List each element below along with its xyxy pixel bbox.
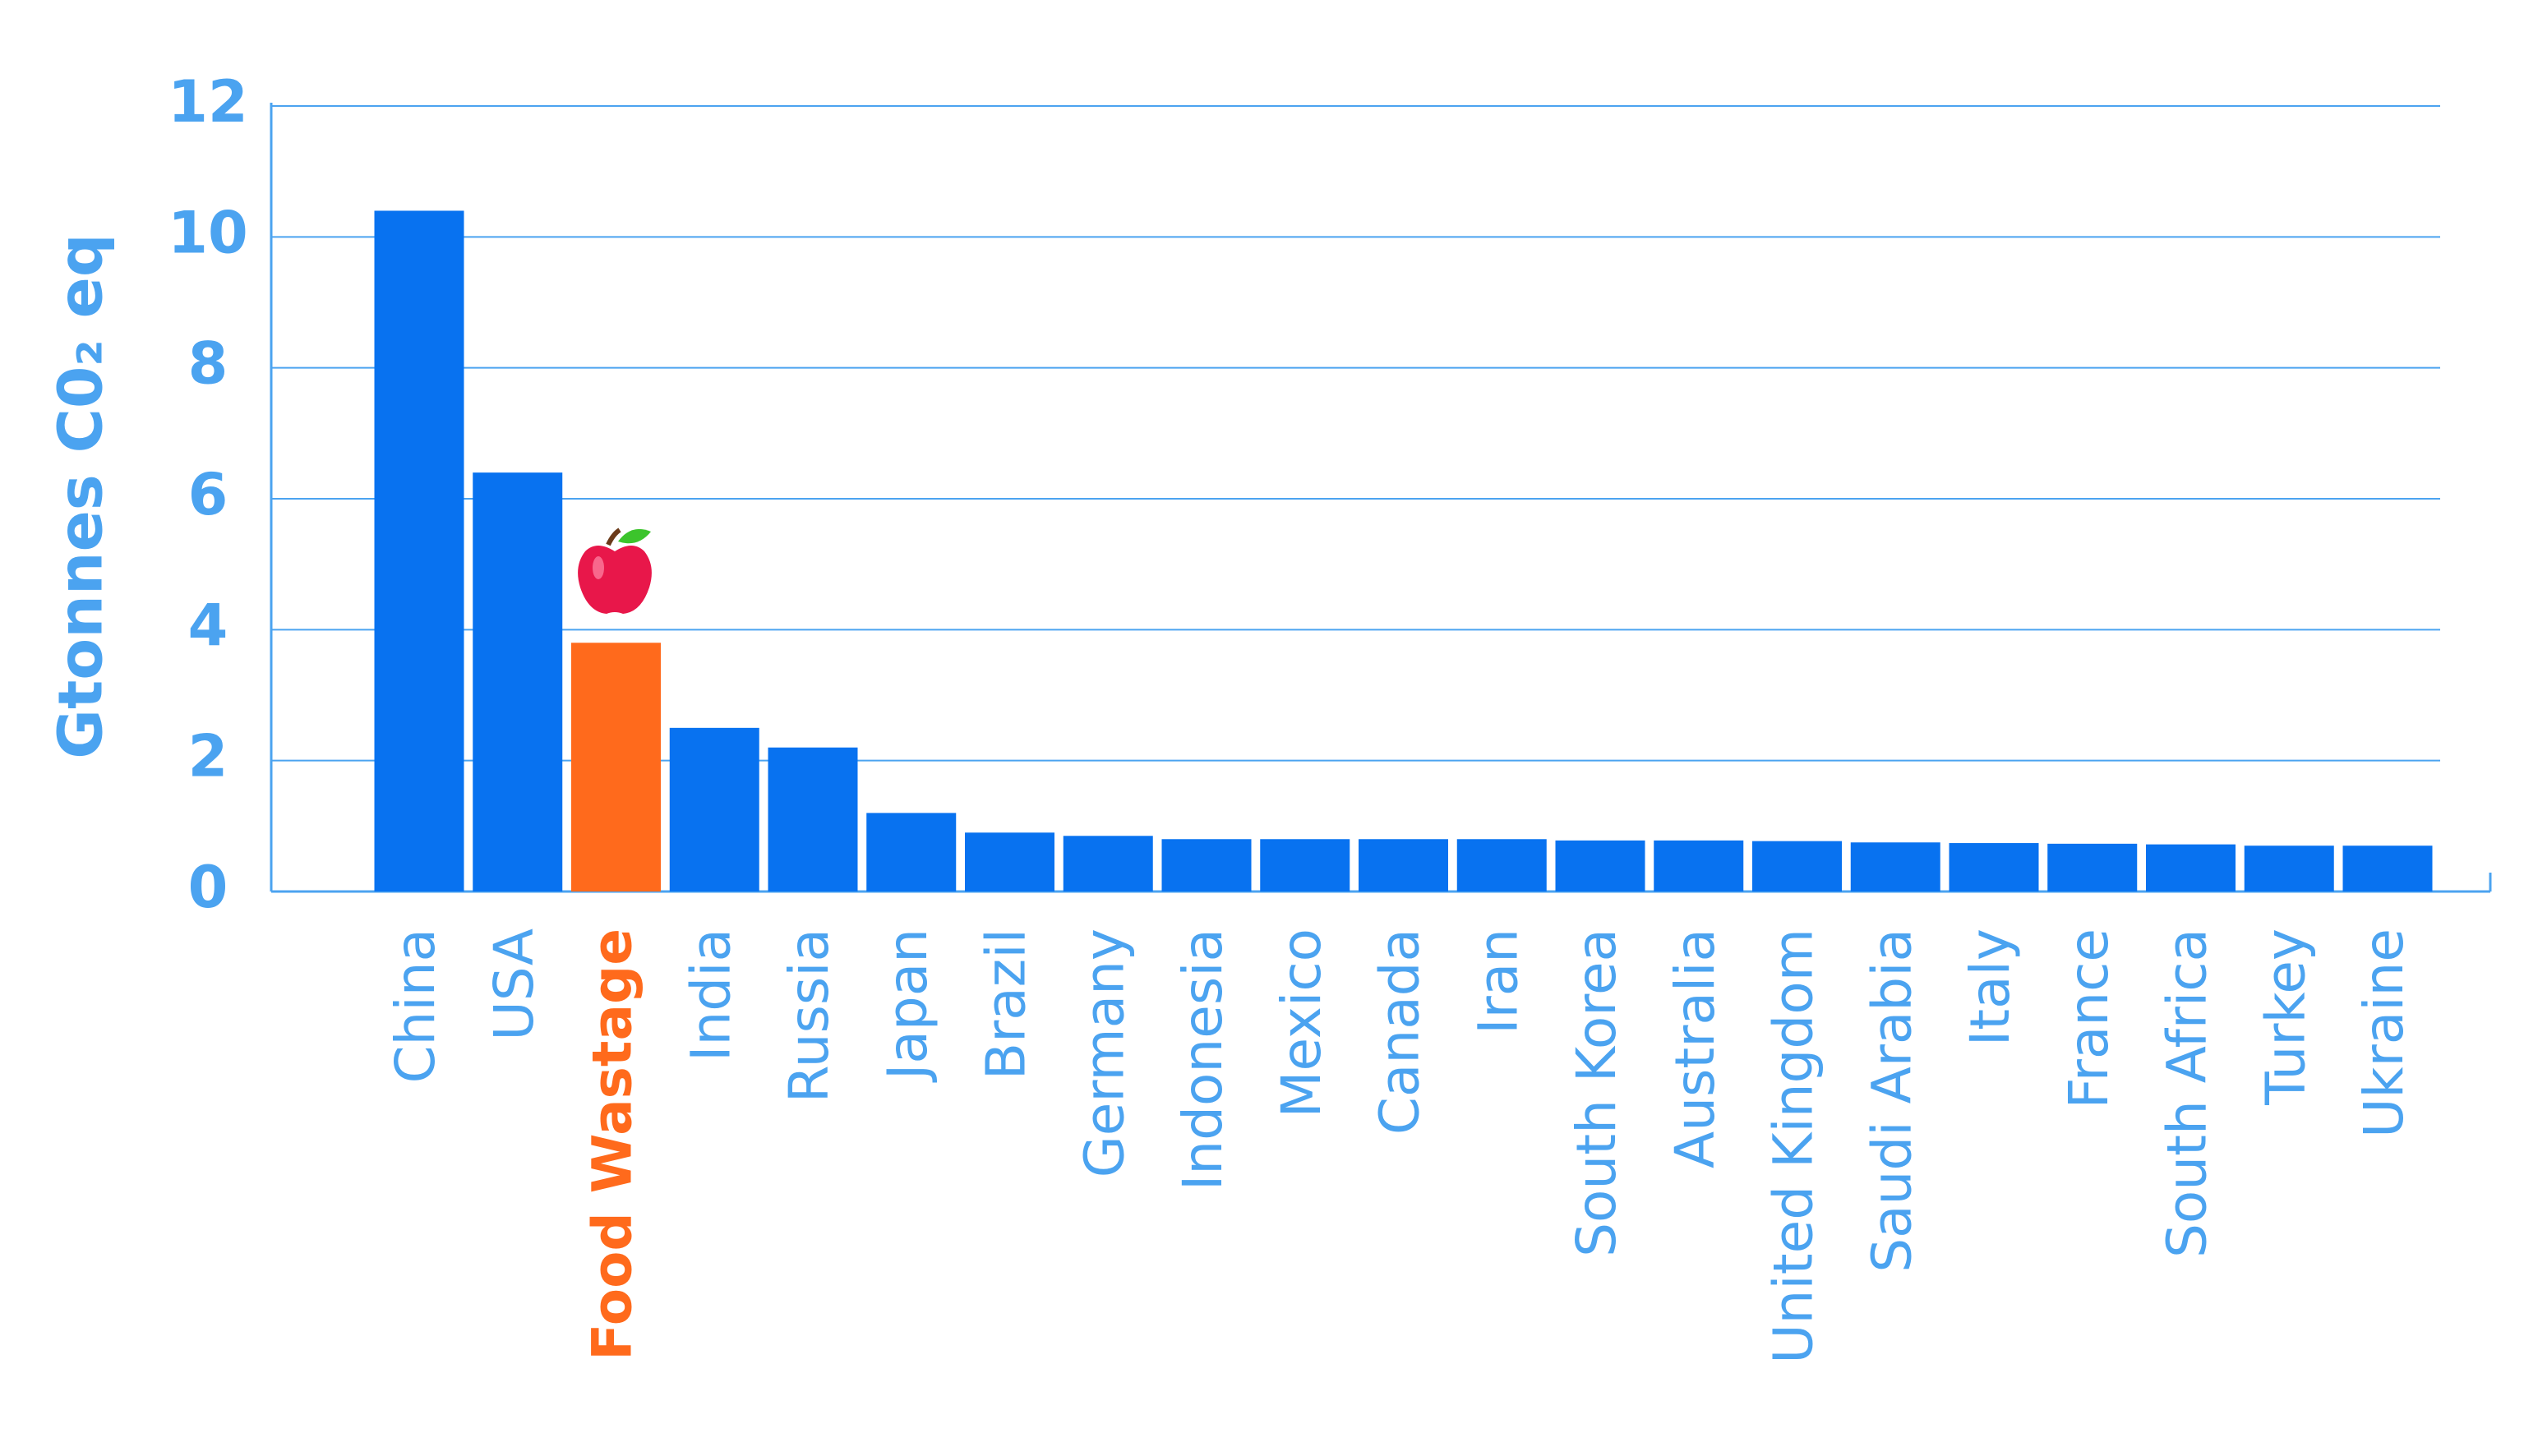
x-tick-label: China [384,928,447,1084]
x-tick-label: Food Wastage [581,928,644,1361]
y-tick-label: 10 [168,199,247,266]
apple-icon [578,528,652,614]
y-tick-label: 4 [188,592,228,659]
bar [2047,843,2138,892]
x-tick-label: South Korea [1565,928,1628,1257]
bar [2342,845,2433,892]
bar [669,727,759,892]
bar [965,832,1054,892]
x-tick-label: USA [482,928,546,1041]
x-tick-label: Germany [1073,928,1136,1177]
bar [1161,839,1252,892]
bar [1260,839,1350,892]
bar [866,813,957,892]
x-tick-label: Canada [1368,928,1432,1135]
bar [1063,836,1153,892]
bar [1752,841,1842,892]
x-tick-label: Saudi Arabia [1860,928,1923,1273]
bar [1654,840,1744,892]
x-tick-label: Brazil [975,928,1038,1080]
bar [571,643,661,892]
x-tick-label: Australia [1663,928,1727,1168]
bar [2244,845,2334,892]
x-tick-label: Japan [876,928,939,1083]
x-tick-label: Indonesia [1171,928,1234,1191]
x-tick-label: South Africa [2156,928,2219,1258]
x-tick-label: Ukraine [2352,928,2416,1138]
bar [1850,842,1940,892]
bar [2146,844,2236,892]
bar [1555,840,1645,892]
y-tick-label: 0 [188,854,228,921]
x-tick-label: Russia [778,928,841,1103]
x-tick-label: United Kingdom [1762,928,1825,1364]
x-tick-label: Italy [1959,928,2022,1046]
y-tick-label: 8 [188,330,228,398]
y-tick-label: 6 [188,461,228,528]
bar [1456,839,1547,892]
bar [768,747,858,892]
bar [1949,843,2039,892]
y-tick-label: 12 [168,68,247,136]
x-tick-label: France [2057,928,2120,1108]
x-tick-label: Turkey [2254,928,2317,1106]
y-tick-label: 2 [188,723,228,790]
bar [473,472,563,892]
x-tick-label: Iran [1466,928,1530,1034]
y-axis-title: Gtonnes C0₂ eq [46,233,117,758]
x-tick-label: India [679,928,742,1062]
bar [1359,839,1448,892]
bar [374,210,464,892]
x-tick-label: Mexico [1270,928,1333,1117]
